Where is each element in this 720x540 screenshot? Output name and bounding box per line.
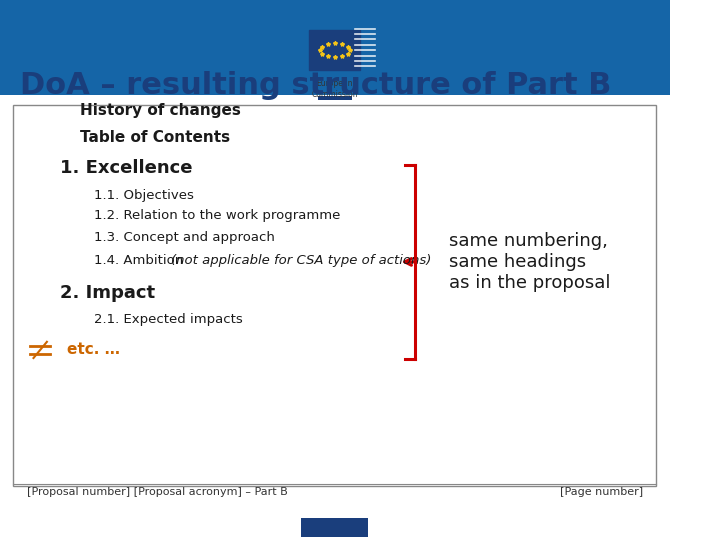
Text: 1.1. Objectives: 1.1. Objectives bbox=[94, 189, 194, 202]
Text: etc. …: etc. … bbox=[67, 342, 120, 357]
Text: [Proposal number] [Proposal acronym] – Part B: [Proposal number] [Proposal acronym] – P… bbox=[27, 488, 287, 497]
Text: 2. Impact: 2. Impact bbox=[60, 284, 156, 302]
FancyBboxPatch shape bbox=[302, 518, 369, 537]
Text: 1. Excellence: 1. Excellence bbox=[60, 159, 193, 178]
Text: European
Commission: European Commission bbox=[312, 79, 359, 99]
Text: 1.2. Relation to the work programme: 1.2. Relation to the work programme bbox=[94, 210, 340, 222]
Text: 2.1. Expected impacts: 2.1. Expected impacts bbox=[94, 313, 243, 326]
Text: [Page number]: [Page number] bbox=[560, 488, 643, 497]
FancyBboxPatch shape bbox=[310, 30, 361, 70]
Text: History of changes: History of changes bbox=[81, 103, 241, 118]
Text: Table of Contents: Table of Contents bbox=[81, 130, 230, 145]
Text: DoA – resulting structure of Part B: DoA – resulting structure of Part B bbox=[20, 71, 611, 100]
Text: (not applicable for CSA type of actions): (not applicable for CSA type of actions) bbox=[171, 254, 431, 267]
Text: 1.3. Concept and approach: 1.3. Concept and approach bbox=[94, 231, 274, 244]
FancyBboxPatch shape bbox=[0, 0, 670, 94]
FancyBboxPatch shape bbox=[14, 105, 657, 486]
FancyBboxPatch shape bbox=[318, 96, 351, 100]
Text: 1.4. Ambition: 1.4. Ambition bbox=[94, 254, 187, 267]
Text: same numbering,
same headings
as in the proposal: same numbering, same headings as in the … bbox=[449, 232, 611, 292]
